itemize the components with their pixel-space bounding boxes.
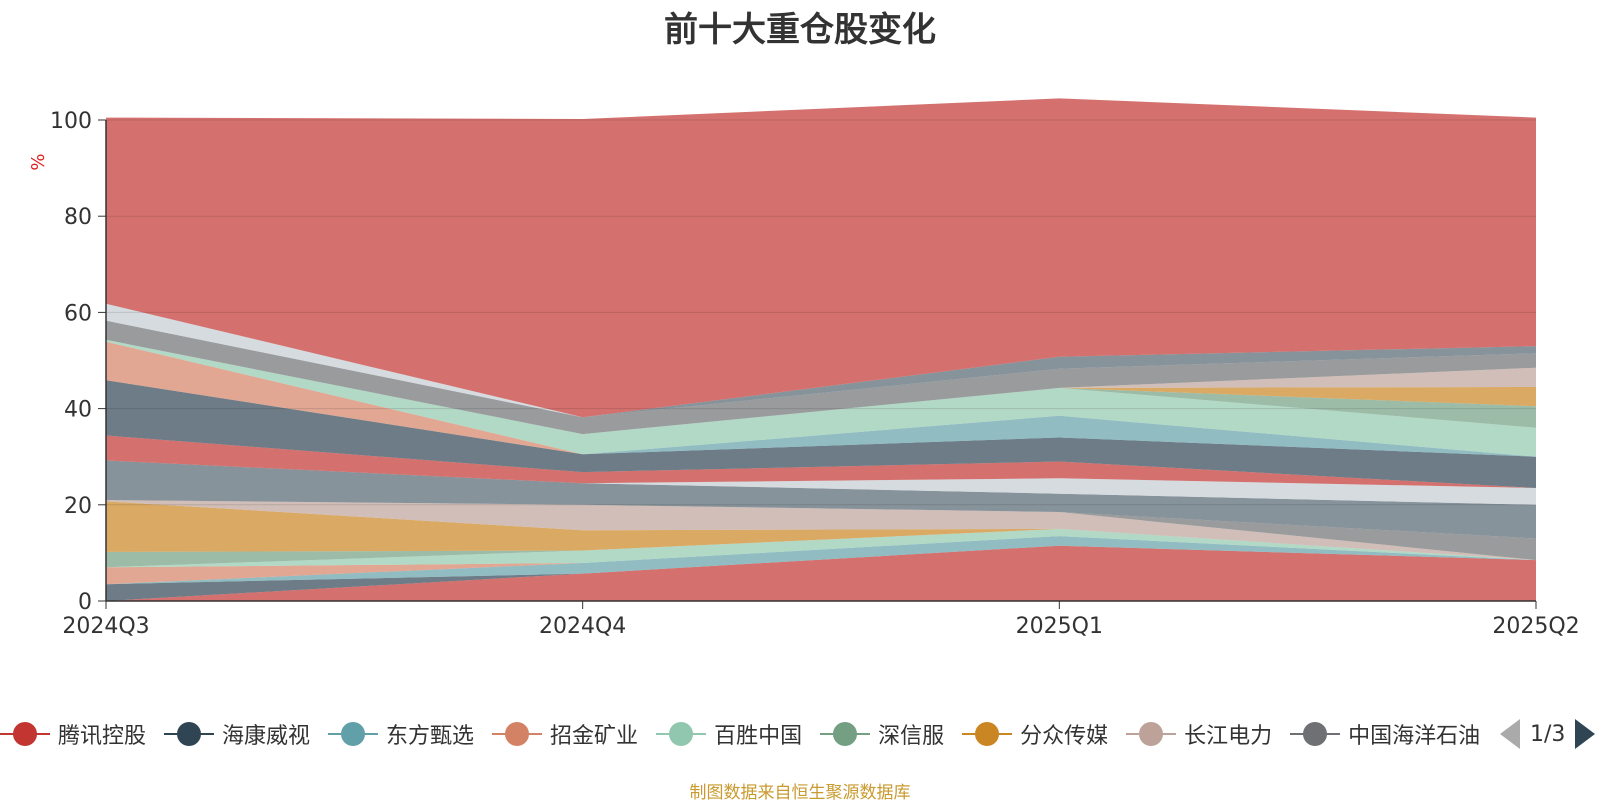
legend-label: 东方甄选	[386, 724, 475, 749]
legend-row: 腾讯控股 海康威视 东方甄选 招金矿业 百胜中国 深信服 分众传媒 长江电力 中国海洋石油	[0, 716, 1480, 752]
legend-item-8[interactable]: 中国海洋石油	[1290, 716, 1480, 752]
x-tick-label: 2024Q4	[539, 614, 626, 639]
y-tick-label: 0	[78, 590, 92, 615]
area-series-18[interactable]	[106, 339, 1536, 435]
legend: 腾讯控股 海康威视 东方甄选 招金矿业 百胜中国 深信服 分众传媒 长江电力 中国海洋石油 1/…	[0, 716, 1600, 752]
axes	[105, 120, 1536, 602]
area-series-0[interactable]	[106, 545, 1536, 601]
legend-item-2[interactable]: 东方甄选	[328, 716, 474, 752]
area-series-12[interactable]	[106, 380, 1536, 488]
legend-marker-icon	[164, 721, 215, 747]
x-tick-label: 2025Q2	[1492, 614, 1579, 639]
x-tick-label: 2025Q1	[1016, 614, 1103, 639]
legend-marker-icon	[1126, 721, 1177, 747]
legend-item-7[interactable]: 长江电力	[1126, 716, 1272, 752]
y-axis-unit-label: %	[28, 153, 49, 170]
y-tick-label: 60	[64, 301, 92, 326]
legend-label: 中国海洋石油	[1348, 724, 1480, 749]
legend-next-page-icon[interactable]	[1575, 719, 1596, 749]
area-series-9[interactable]	[106, 460, 1536, 539]
legend-marker-icon	[1290, 721, 1341, 747]
legend-item-4[interactable]: 百胜中国	[656, 716, 802, 752]
data-source-note: 制图数据来自恒生聚源数据库	[689, 783, 911, 803]
legend-marker-icon	[0, 721, 50, 747]
area-series-10[interactable]	[106, 460, 1536, 505]
x-tick-label: 2024Q3	[62, 614, 149, 639]
area-series-22[interactable]	[106, 98, 1536, 418]
legend-marker-icon	[962, 721, 1013, 747]
legend-label: 分众传媒	[1020, 724, 1109, 749]
grid-lines	[106, 119, 1536, 506]
chart-canvas: 0 20 40 60 80 100 2024Q3 2024Q4 2025Q1 2025Q2 %	[28, 98, 1580, 639]
area-series-21[interactable]	[106, 303, 1536, 418]
legend-marker-icon	[820, 721, 871, 747]
area-series-2[interactable]	[106, 536, 1536, 585]
legend-label: 招金矿业	[550, 724, 639, 749]
area-series-14[interactable]	[106, 341, 1536, 457]
y-tick-label: 40	[64, 398, 92, 423]
legend-item-3[interactable]: 招金矿业	[492, 716, 638, 752]
area-series-13[interactable]	[106, 380, 1536, 457]
legend-item-1[interactable]: 海康威视	[164, 716, 310, 752]
area-series-7[interactable]	[106, 500, 1536, 561]
legend-marker-icon	[656, 721, 707, 747]
legend-label: 腾讯控股	[58, 724, 147, 749]
chart-title: 前十大重仓股变化	[664, 10, 936, 50]
legend-marker-icon	[492, 721, 543, 747]
legend-prev-page-icon[interactable]	[1500, 719, 1520, 749]
x-ticks: 2024Q3 2024Q4 2025Q1 2025Q2	[62, 601, 1580, 639]
y-ticks: 0 20 40 60 80 100	[50, 109, 106, 615]
legend-label: 深信服	[878, 724, 945, 749]
legend-marker-icon	[328, 721, 379, 747]
area-series-15[interactable]	[106, 339, 1536, 457]
area-series-11[interactable]	[106, 435, 1536, 489]
legend-viewport: 腾讯控股 海康威视 东方甄选 招金矿业 百胜中国 深信服 分众传媒 长江电力 中国海洋石油	[0, 716, 1480, 752]
legend-label: 长江电力	[1184, 724, 1273, 749]
area-series-19[interactable]	[106, 320, 1536, 435]
legend-item-0[interactable]: 腾讯控股	[0, 716, 146, 752]
y-tick-label: 20	[64, 494, 92, 519]
legend-label: 百胜中国	[714, 724, 803, 749]
legend-item-6[interactable]: 分众传媒	[962, 716, 1108, 752]
y-tick-label: 80	[64, 205, 92, 230]
legend-label: 海康威视	[222, 724, 311, 749]
legend-page-indicator: 1/3	[1530, 721, 1566, 747]
legend-pager: 1/3	[1500, 716, 1600, 752]
legend-item-5[interactable]: 深信服	[820, 716, 944, 752]
area-series-6[interactable]	[106, 501, 1536, 561]
area-series-4[interactable]	[106, 528, 1536, 568]
area-series-8[interactable]	[106, 500, 1536, 561]
area-layers	[106, 98, 1536, 601]
y-tick-label: 100	[50, 109, 92, 134]
